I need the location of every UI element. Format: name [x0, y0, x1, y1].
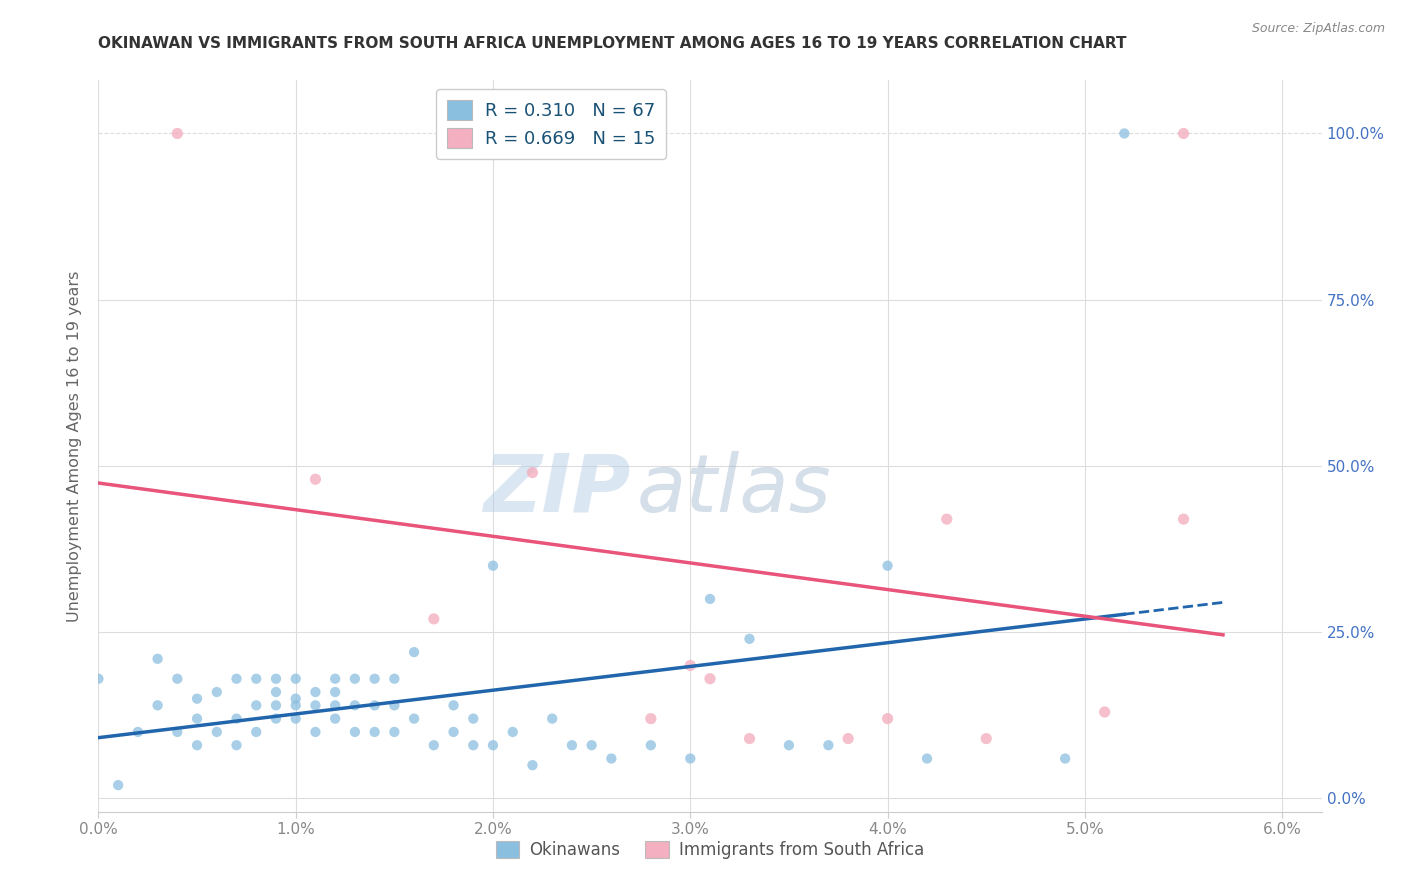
Point: [502, 725, 524, 739]
Point: [837, 731, 859, 746]
Point: [323, 712, 346, 726]
Point: [343, 698, 366, 713]
Point: [225, 672, 247, 686]
Text: OKINAWAN VS IMMIGRANTS FROM SOUTH AFRICA UNEMPLOYMENT AMONG AGES 16 TO 19 YEARS : OKINAWAN VS IMMIGRANTS FROM SOUTH AFRICA…: [98, 36, 1128, 51]
Point: [423, 612, 446, 626]
Point: [284, 712, 307, 726]
Point: [1094, 705, 1116, 719]
Point: [205, 685, 228, 699]
Point: [522, 466, 544, 480]
Point: [915, 751, 938, 765]
Point: [876, 558, 898, 573]
Point: [935, 512, 957, 526]
Point: [522, 758, 544, 772]
Point: [561, 738, 583, 752]
Point: [463, 738, 485, 752]
Point: [640, 712, 662, 726]
Point: [817, 738, 839, 752]
Point: [699, 591, 721, 606]
Point: [482, 558, 505, 573]
Point: [127, 725, 149, 739]
Point: [679, 658, 702, 673]
Point: [363, 725, 385, 739]
Point: [264, 698, 287, 713]
Point: [541, 712, 564, 726]
Point: [581, 738, 603, 752]
Point: [343, 725, 366, 739]
Point: [166, 127, 188, 141]
Point: [146, 698, 169, 713]
Point: [382, 672, 405, 686]
Legend: Okinawans, Immigrants from South Africa: Okinawans, Immigrants from South Africa: [489, 834, 931, 865]
Point: [264, 685, 287, 699]
Point: [382, 698, 405, 713]
Point: [1173, 512, 1195, 526]
Point: [323, 698, 346, 713]
Point: [304, 472, 326, 486]
Text: Source: ZipAtlas.com: Source: ZipAtlas.com: [1251, 22, 1385, 36]
Point: [443, 698, 465, 713]
Point: [225, 712, 247, 726]
Point: [245, 672, 267, 686]
Point: [304, 725, 326, 739]
Point: [166, 672, 188, 686]
Y-axis label: Unemployment Among Ages 16 to 19 years: Unemployment Among Ages 16 to 19 years: [67, 270, 83, 622]
Point: [166, 725, 188, 739]
Point: [1173, 127, 1195, 141]
Point: [186, 738, 208, 752]
Point: [323, 672, 346, 686]
Point: [284, 698, 307, 713]
Point: [363, 698, 385, 713]
Point: [699, 672, 721, 686]
Point: [679, 751, 702, 765]
Text: ZIP: ZIP: [484, 450, 630, 529]
Point: [1054, 751, 1077, 765]
Point: [205, 725, 228, 739]
Point: [284, 672, 307, 686]
Point: [264, 672, 287, 686]
Point: [186, 691, 208, 706]
Point: [87, 672, 110, 686]
Point: [343, 672, 366, 686]
Point: [284, 691, 307, 706]
Point: [423, 738, 446, 752]
Text: atlas: atlas: [637, 450, 831, 529]
Point: [264, 712, 287, 726]
Point: [304, 698, 326, 713]
Point: [382, 725, 405, 739]
Point: [640, 738, 662, 752]
Point: [107, 778, 129, 792]
Point: [245, 725, 267, 739]
Point: [245, 698, 267, 713]
Point: [225, 738, 247, 752]
Point: [443, 725, 465, 739]
Point: [738, 632, 761, 646]
Point: [463, 712, 485, 726]
Point: [304, 685, 326, 699]
Point: [404, 645, 426, 659]
Point: [363, 672, 385, 686]
Point: [1114, 127, 1136, 141]
Point: [323, 685, 346, 699]
Point: [482, 738, 505, 752]
Point: [974, 731, 997, 746]
Point: [404, 712, 426, 726]
Point: [778, 738, 800, 752]
Point: [738, 731, 761, 746]
Point: [600, 751, 623, 765]
Point: [146, 652, 169, 666]
Point: [186, 712, 208, 726]
Point: [876, 712, 898, 726]
